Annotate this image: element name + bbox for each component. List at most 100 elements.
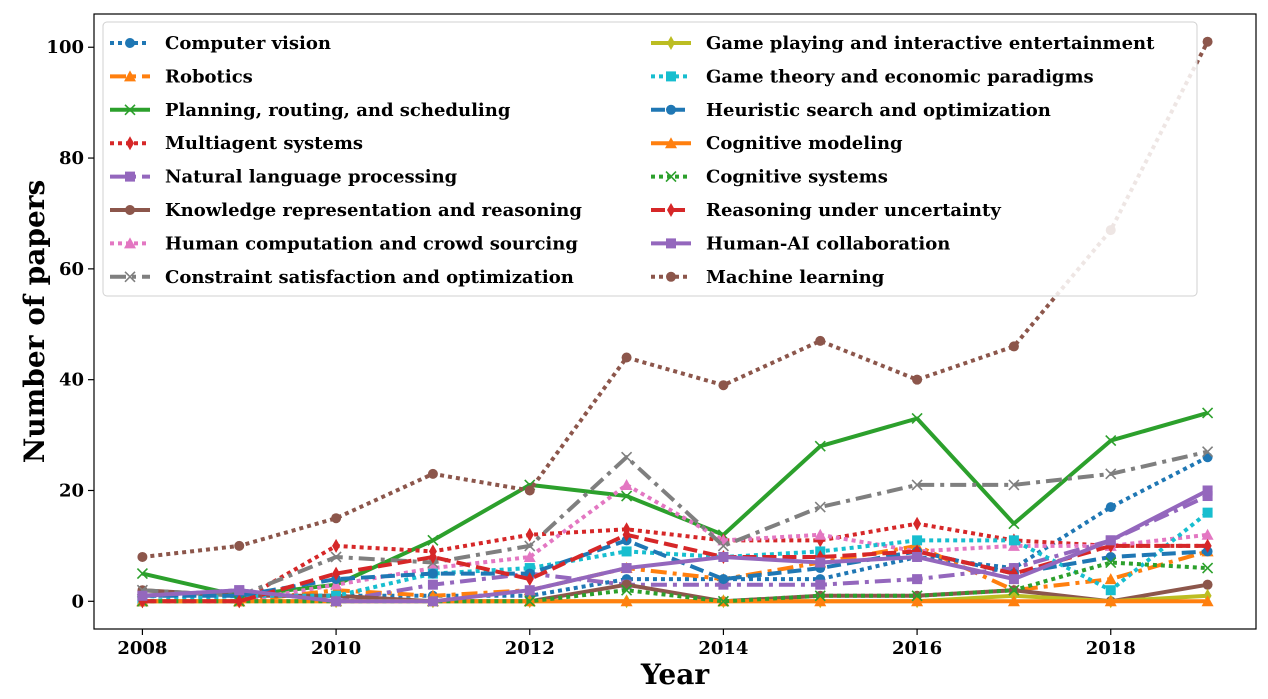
series-natural-language-processing-point [1202,491,1213,502]
legend-label: Machine learning [706,267,885,288]
legend-entry-constraint-satisfaction-and-optimization: Constraint satisfaction and optimization [110,267,574,288]
legend-entry-human-ai-collaboration-marker [666,238,676,249]
series-machine-learning-point [234,540,245,551]
legend-label: Multiagent systems [165,133,363,154]
series-reasoning-under-uncertainty-point [428,549,437,564]
legend-entry-knowledge-representation-and-reasoning-marker [125,205,135,215]
legend: Computer vision Robotics Planning, routing… [102,21,1198,297]
legend-entry-natural-language-processing: Natural language processing [110,167,458,188]
series-cognitive-modeling-point [1104,595,1117,607]
legend-entry-cognitive-systems: Cognitive systems [651,167,888,188]
series-reasoning-under-uncertainty-point [1203,538,1212,553]
legend-label: Planning, routing, and scheduling [165,100,511,121]
series-robotics-line [142,543,1209,604]
legend-entry-machine-learning-marker [666,271,676,282]
series-game-theory-and-economic-paradigms-point [1202,507,1213,518]
series-natural-language-processing-point [912,574,923,585]
series-constraint-satisfaction-and-optimization-point [814,501,826,513]
series-cognitive-modeling-point [814,595,827,607]
x-tick-label: 2010 [311,638,361,659]
y-axis-title: Number of papers [18,180,51,464]
series-constraint-satisfaction-and-optimization-line [142,449,1209,598]
y-tick-label: 20 [59,480,84,501]
legend-label: Game playing and interactive entertainme… [706,33,1155,54]
legend-entry-game-playing-and-interactive-entertainment: Game playing and interactive entertainme… [651,33,1155,54]
series-constraint-satisfaction-and-optimization-point [717,540,729,552]
series-constraint-satisfaction-and-optimization-point [1008,479,1020,491]
series-planning-routing-and-scheduling-point [427,534,439,546]
legend-entry-human-computation-and-crowd-sourcing: Human computation and crowd sourcing [110,233,578,254]
series-human-ai-collaboration-point [621,563,632,574]
x-axis-title: Year [640,658,711,691]
series-knowledge-representation-and-reasoning-point [621,579,632,590]
series-constraint-satisfaction-and-optimization-point [1105,468,1117,480]
series-human-ai-collaboration-point [912,551,923,562]
series-machine-learning-point [1202,36,1213,47]
series-human-ai-collaboration-point [234,585,245,596]
series-robotics-point [1104,573,1117,585]
series-constraint-satisfaction-and-optimization-point [621,451,633,463]
series-game-theory-and-economic-paradigms-point [621,546,632,557]
series-machine-learning-point [815,335,826,346]
series-layer [136,36,1214,609]
legend-label: Game theory and economic paradigms [706,66,1094,87]
series-constraint-satisfaction-and-optimization-point [330,551,342,563]
series-machine-learning-point [621,352,632,363]
series-cognitive-modeling-point [620,595,633,607]
legend-label: Reasoning under uncertainty [706,200,1001,221]
legend-label: Cognitive systems [706,167,888,188]
x-tick-label: 2018 [1086,638,1136,659]
series-planning-routing-and-scheduling-point [1105,435,1117,447]
series-human-ai-collaboration-point [1202,485,1213,496]
series-reasoning-under-uncertainty-point [235,594,244,609]
legend-label: Natural language processing [165,167,458,188]
series-human-ai-collaboration-point [137,590,148,601]
legend-entry-heuristic-search-and-optimization: Heuristic search and optimization [651,100,1051,121]
series-human-ai-collaboration-line [142,488,1209,604]
x-tick-label: 2008 [117,638,167,659]
series-game-theory-and-economic-paradigms-point [912,535,923,546]
series-computer-vision-point [1105,502,1116,513]
series-planning-routing-and-scheduling-point [911,412,923,425]
series-cognitive-systems-point [814,590,826,602]
series-constraint-satisfaction-and-optimization-point [524,540,536,552]
legend-entry-robotics-marker [124,70,136,82]
legend-entry-cognitive-modeling-marker [665,137,677,149]
series-multiagent-systems-point [332,538,341,553]
series-machine-learning-point [331,513,342,524]
series-multiagent-systems-point [525,527,534,542]
series-human-ai-collaboration-point [718,551,729,562]
series-machine-learning-point [137,551,148,562]
series-cognitive-systems-point [524,595,536,607]
y-tick-label: 100 [46,37,84,58]
series-machine-learning-line [142,40,1210,559]
series-heuristic-search-and-optimization-point [718,574,729,585]
legend-entry-game-theory-and-economic-paradigms: Game theory and economic paradigms [651,66,1094,87]
series-reasoning-under-uncertainty-line [142,532,1208,604]
legend-entry-cognitive-modeling: Cognitive modeling [651,133,903,154]
series-machine-learning-point [912,374,923,385]
series-cognitive-systems-point [1008,584,1020,596]
x-tick-label: 2014 [698,638,748,659]
series-constraint-satisfaction-and-optimization-point [1202,446,1214,458]
series-human-computation-and-crowd-sourcing-point [814,528,827,540]
series-planning-routing-and-scheduling-point [136,568,148,580]
legend-label: Robotics [165,66,253,87]
series-human-ai-collaboration-point [815,557,826,568]
series-human-ai-collaboration-point [1105,535,1116,546]
legend-entry-computer-vision: Computer vision [110,33,331,54]
legend-box [102,21,1198,297]
series-heuristic-search-and-optimization-point [427,568,438,579]
legend-label: Constraint satisfaction and optimization [165,267,574,288]
y-tick-label: 60 [59,259,84,280]
legend-entry-constraint-satisfaction-and-optimization-marker [124,271,136,283]
legend-entry-multiagent-systems: Multiagent systems [110,133,363,154]
legend-entry-game-theory-and-economic-paradigms-marker [666,71,676,82]
series-human-ai-collaboration-point [1008,574,1019,585]
series-planning-routing-and-scheduling-point [1202,407,1214,419]
legend-entry-multiagent-systems-marker [126,136,134,151]
series-reasoning-under-uncertainty-point [525,572,534,587]
legend-entry-cognitive-systems-marker [665,171,677,183]
series-game-theory-and-economic-paradigms-point [1008,535,1019,546]
x-axis: 2008 2010 2012 2014 2016 2018 [117,629,1136,659]
